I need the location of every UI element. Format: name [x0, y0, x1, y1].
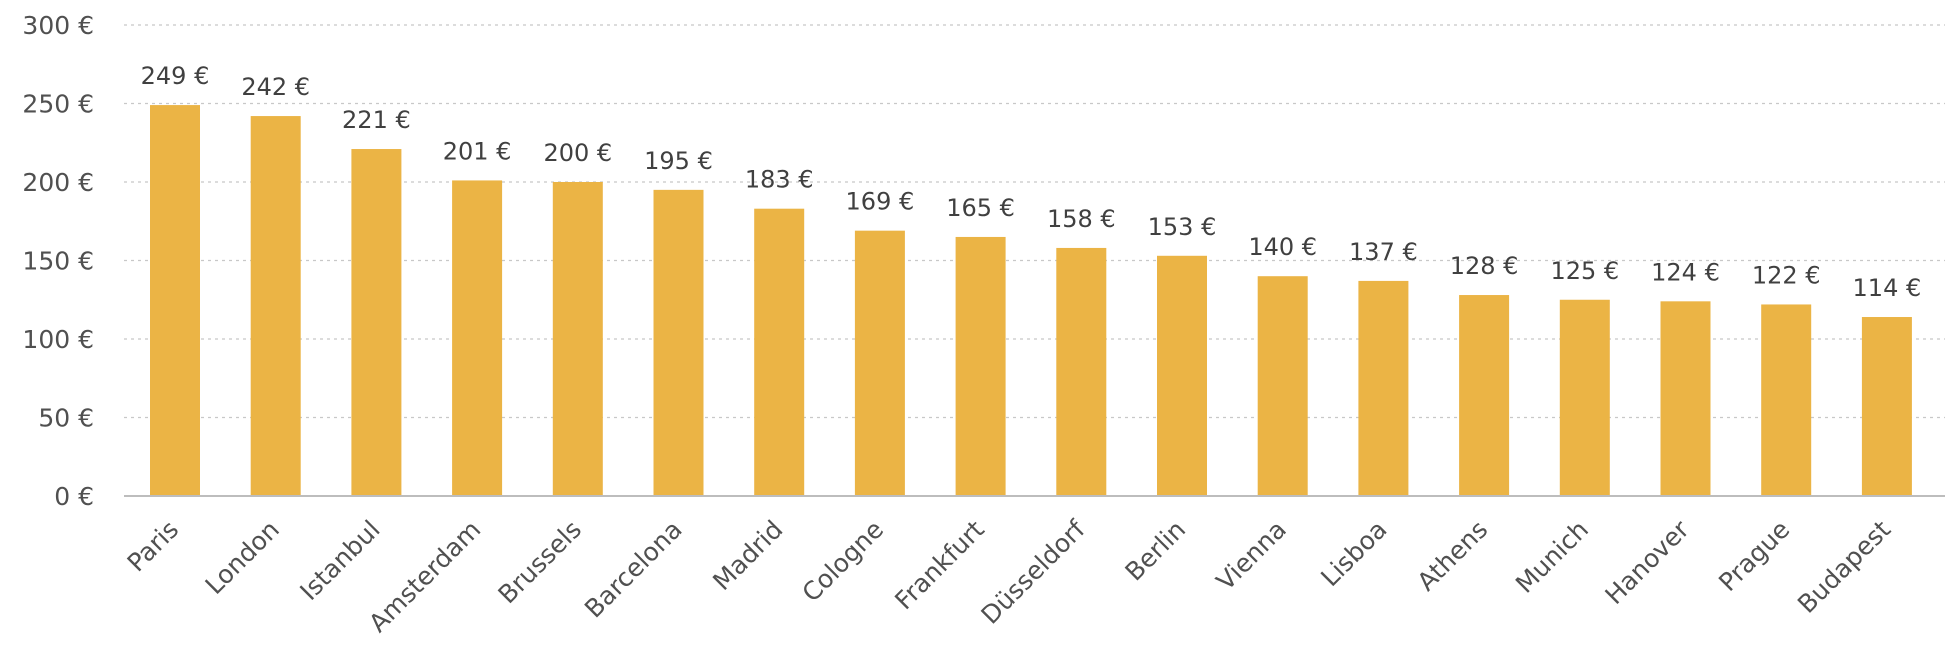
x-category-label: Frankfurt: [889, 515, 990, 616]
data-label: 140 €: [1248, 233, 1317, 261]
gridlines: [124, 24, 1945, 419]
x-category-label: Lisboa: [1315, 515, 1392, 592]
bar: [552, 182, 603, 496]
x-category-label: Hanover: [1599, 514, 1695, 610]
y-tick-label: 50 €: [38, 404, 94, 433]
data-label: 125 €: [1550, 257, 1619, 285]
bar: [1660, 301, 1711, 496]
bar: [955, 236, 1006, 496]
data-label: 200 €: [543, 139, 612, 167]
bar: [452, 180, 503, 496]
data-label: 137 €: [1349, 238, 1418, 266]
bar: [150, 105, 200, 496]
bar: [1559, 299, 1610, 496]
bar: [1459, 295, 1510, 496]
data-label: 122 €: [1752, 261, 1821, 289]
data-label: 242 €: [241, 73, 310, 101]
data-label: 169 €: [846, 188, 915, 216]
x-category-label: Cologne: [796, 515, 889, 608]
data-labels: 249 € 242 € 221 € 201 € 200 € 195 € 183 € 169 €…: [141, 62, 1922, 302]
data-label: 128 €: [1450, 252, 1519, 280]
x-category-label: Budapest: [1792, 515, 1896, 619]
data-label: 165 €: [946, 194, 1015, 222]
bars: [150, 105, 1912, 497]
x-category-label: Düsseldorf: [975, 514, 1091, 630]
y-tick-label: 200 €: [22, 168, 94, 197]
bar: [1358, 280, 1409, 496]
x-category-label: Paris: [122, 515, 185, 578]
bar: [1761, 304, 1812, 496]
y-tick-label: 250 €: [22, 90, 94, 119]
data-label: 249 €: [141, 62, 210, 90]
data-label: 114 €: [1853, 274, 1922, 302]
y-tick-label: 0 €: [54, 482, 94, 511]
x-category-label: Vienna: [1211, 515, 1292, 596]
bar: [754, 208, 805, 496]
bar: [1861, 317, 1912, 496]
data-label: 201 €: [443, 137, 512, 165]
y-tick-label: 100 €: [22, 325, 94, 354]
y-tick-label: 150 €: [22, 247, 94, 276]
data-label: 124 €: [1651, 258, 1720, 286]
x-category-label: Athens: [1412, 515, 1494, 597]
bar: [1056, 247, 1107, 496]
y-axis-tick-labels: 0 € 50 € 100 € 150 € 200 € 250 € 300 €: [22, 11, 94, 511]
data-label: 183 €: [745, 166, 814, 194]
bar: [854, 230, 905, 497]
data-label: 195 €: [644, 147, 713, 175]
data-label: 221 €: [342, 106, 411, 134]
bar: [351, 149, 402, 496]
x-category-label: Munich: [1510, 515, 1594, 599]
bar: [250, 116, 301, 496]
x-category-label: Istanbul: [294, 515, 385, 606]
x-category-label: Berlin: [1119, 515, 1191, 587]
y-tick-label: 300 €: [22, 11, 94, 40]
data-label: 153 €: [1148, 213, 1217, 241]
bar: [653, 189, 704, 496]
bar: [1257, 276, 1308, 496]
bar: [1157, 255, 1207, 496]
x-category-label: London: [200, 515, 285, 600]
x-category-label: Barcelona: [579, 515, 688, 624]
x-category-label: Prague: [1713, 515, 1795, 597]
x-category-label: Madrid: [707, 515, 788, 596]
x-category-label: Brussels: [493, 515, 588, 610]
data-label: 158 €: [1047, 205, 1116, 233]
